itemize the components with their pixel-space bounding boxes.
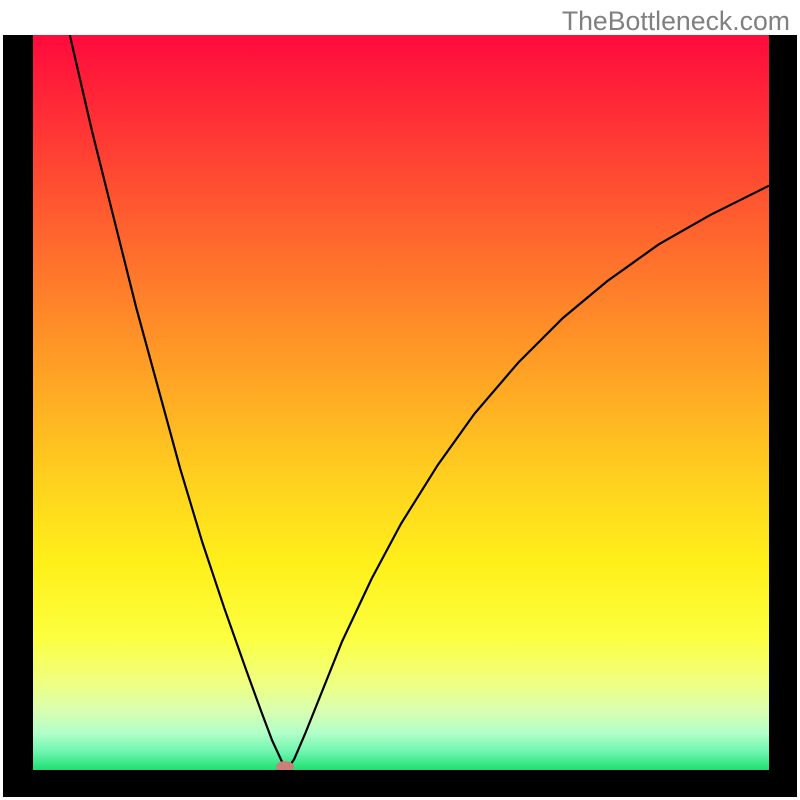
optimal-point-marker: [276, 761, 294, 770]
watermark-text: TheBottleneck.com: [562, 6, 790, 37]
curve-path: [70, 35, 769, 770]
chart-canvas: TheBottleneck.com: [0, 0, 800, 800]
plot-area: [33, 35, 769, 770]
bottleneck-curve: [33, 35, 769, 770]
